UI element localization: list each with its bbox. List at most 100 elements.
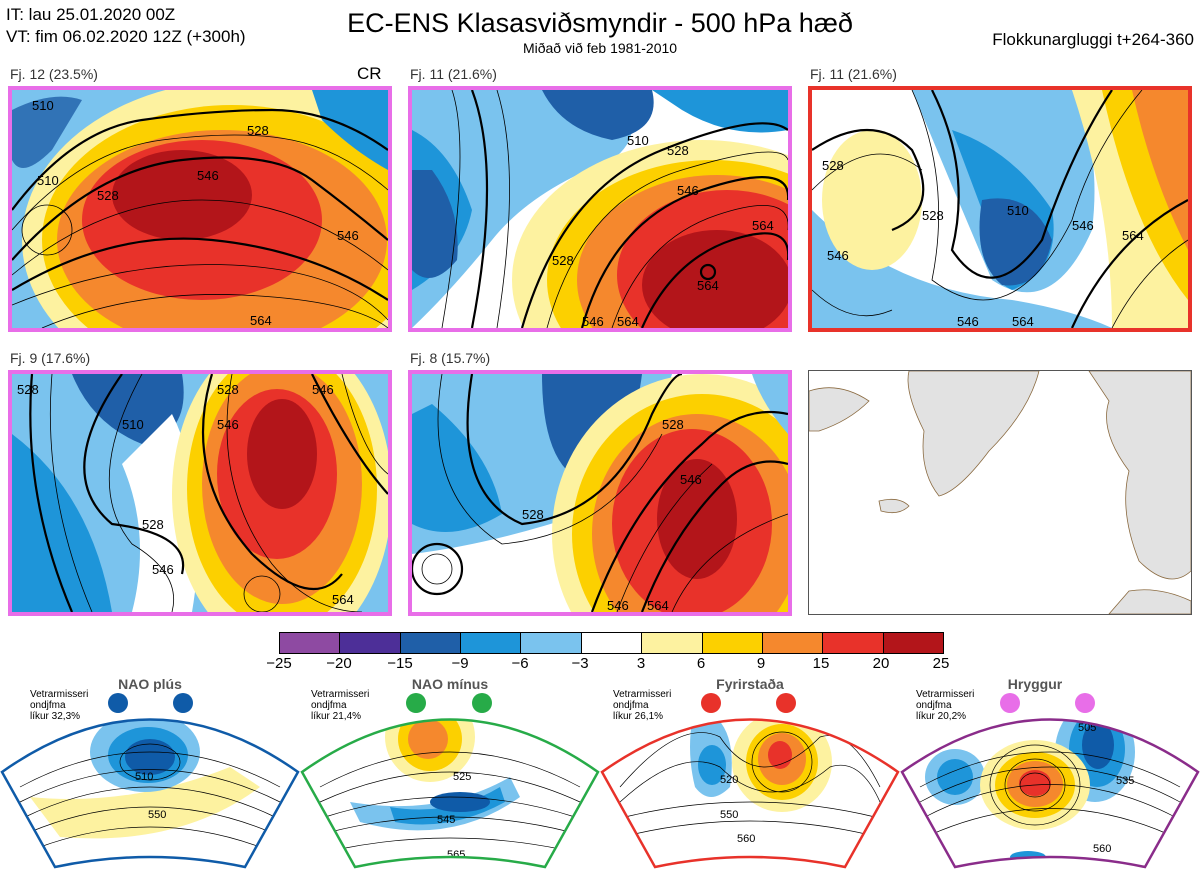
contour-label: 525: [453, 771, 471, 783]
contour-label: 564: [250, 313, 272, 328]
contour-label: 546: [337, 228, 359, 243]
contour-label: 546: [607, 598, 629, 612]
colorbar-swatch: [581, 633, 643, 653]
contour-label: 546: [1072, 218, 1094, 233]
contour-label: 546: [312, 382, 334, 397]
regime-dot: [701, 693, 721, 713]
regime-title: Fyrirstaða: [716, 676, 784, 692]
contour-label: 510: [122, 417, 144, 432]
page-subtitle: Miðað við feb 1981-2010: [522, 40, 678, 56]
contour-label: 546: [217, 417, 239, 432]
regime-nao-plus[interactable]: NAO plús Vetrarmisseri ondjfma líkur 32,…: [0, 676, 300, 871]
regime-dot: [1075, 693, 1095, 713]
colorbar-tick: −9: [451, 655, 469, 672]
contour-label: 510: [37, 173, 59, 188]
regime-dot: [108, 693, 128, 713]
contour-label: 528: [522, 507, 544, 522]
regime-ridge[interactable]: Hryggur Vetrarmisseri ondjfma líkur 20,2…: [900, 676, 1200, 871]
regime-info-line: Vetrarmisseri: [613, 689, 672, 700]
contour-label: 510: [32, 98, 54, 113]
panel-5-label: Fj. 8 (15.7%): [410, 350, 491, 366]
regime-info-line: Vetrarmisseri: [916, 689, 975, 700]
contour-label: 546: [680, 472, 702, 487]
contour-label: 546: [582, 314, 604, 328]
cluster-map-4[interactable]: 528 510 546 528 546 546 564 528: [8, 370, 392, 616]
panel-4-label: Fj. 9 (17.6%): [10, 350, 91, 366]
colorbar-tick: 9: [756, 655, 766, 672]
colorbar-tick: −3: [571, 655, 589, 672]
contour-label: 560: [1093, 843, 1111, 855]
valid-time: VT: fim 06.02.2020 12Z (+300h): [6, 27, 246, 46]
page-title: EC-ENS Klasasviðsmyndir - 500 hPa hæð: [347, 8, 853, 38]
regime-info-line: ondjfma: [30, 700, 66, 711]
colorbar-swatch: [702, 633, 763, 653]
colorbar-swatch: [340, 633, 401, 653]
regime-blocking[interactable]: Fyrirstaða Vetrarmisseri ondjfma líkur 2…: [600, 676, 900, 871]
regime-title: Hryggur: [1007, 676, 1063, 692]
contour-label: 564: [332, 592, 354, 607]
colorbar-swatch: [280, 633, 341, 653]
cluster-map-3[interactable]: 528 546 528 546 564 510 546 564: [808, 86, 1192, 332]
contour-label: 546: [677, 183, 699, 198]
contour-label: 564: [697, 278, 719, 293]
contour-label: 510: [627, 133, 649, 148]
contour-label: 564: [752, 218, 774, 233]
regime-info-line: líkur 26,1%: [613, 711, 664, 722]
regime-info-line: líkur 20,2%: [916, 711, 967, 722]
regime-info-line: líkur 32,3%: [30, 711, 81, 722]
contour-label: 564: [1122, 228, 1144, 243]
contour-label: 510: [135, 771, 153, 783]
panel-1-tag: CR: [357, 64, 382, 83]
contour-label: 528: [97, 188, 119, 203]
contour-label: 528: [822, 158, 844, 173]
colorbar-swatch: [883, 633, 943, 653]
colorbar-tick: 3: [636, 655, 646, 672]
contour-label: 564: [1012, 314, 1034, 328]
classification-window: Flokkunargluggi t+264-360: [992, 30, 1194, 49]
contour-label: 528: [217, 382, 239, 397]
regime-info-line: líkur 21,4%: [311, 711, 362, 722]
regime-dot: [472, 693, 492, 713]
header-info: IT: lau 25.01.2020 00Z VT: fim 06.02.202…: [6, 4, 246, 48]
panel-2-label: Fj. 11 (21.6%): [410, 66, 497, 82]
contour-label: 564: [617, 314, 639, 328]
colorbar-tick: −20: [326, 655, 352, 672]
contour-label: 535: [1116, 775, 1134, 787]
contour-label: 546: [957, 314, 979, 328]
empty-map-panel: [808, 370, 1192, 615]
colorbar-tick: 20: [872, 655, 890, 672]
colorbar-swatch: [461, 633, 522, 653]
regime-info-line: ondjfma: [916, 700, 952, 711]
colorbar-swatch: [642, 633, 703, 653]
regime-info-line: ondjfma: [311, 700, 347, 711]
regime-title: NAO plús: [118, 676, 182, 692]
contour-label: 546: [827, 248, 849, 263]
regime-dot: [406, 693, 426, 713]
colorbar-tick: −25: [266, 655, 292, 672]
regime-info: Vetrarmisseri ondjfma líkur 26,1%: [613, 689, 671, 722]
contour-label: 546: [152, 562, 174, 577]
colorbar-swatch: [762, 633, 824, 653]
contour-label: 528: [662, 417, 684, 432]
regime-nao-minus[interactable]: NAO mínus Vetrarmisseri ondjfma líkur 21…: [300, 676, 600, 871]
colorbar-tick: 15: [812, 655, 830, 672]
init-time: IT: lau 25.01.2020 00Z: [6, 5, 176, 24]
cluster-map-5[interactable]: 528 528 546 546 564: [408, 370, 792, 616]
contour-label: 520: [720, 774, 738, 786]
cluster-map-1[interactable]: 510 510 528 546 528 546 564: [8, 86, 392, 332]
contour-label: 528: [552, 253, 574, 268]
regime-info-line: Vetrarmisseri: [30, 689, 89, 700]
contour-label: 550: [720, 809, 738, 821]
regime-title: NAO mínus: [411, 676, 489, 692]
contour-label: 505: [1078, 722, 1096, 734]
panel-3-label: Fj. 11 (21.6%): [810, 66, 897, 82]
contour-label: 565: [447, 849, 465, 861]
cluster-map-2[interactable]: 510 528 546 564 564 528 546 564: [408, 86, 792, 332]
contour-label: 528: [667, 143, 689, 158]
regime-info: Vetrarmisseri ondjfma líkur 20,2%: [916, 689, 974, 722]
contour-label: 545: [437, 814, 455, 826]
colorbar: [279, 632, 944, 654]
colorbar-tick: −6: [511, 655, 529, 672]
colorbar-ticks: −25 −20 −15 −9 −6 −3 3 6 9 15 20 25: [0, 655, 1200, 675]
colorbar-swatch: [521, 633, 582, 653]
